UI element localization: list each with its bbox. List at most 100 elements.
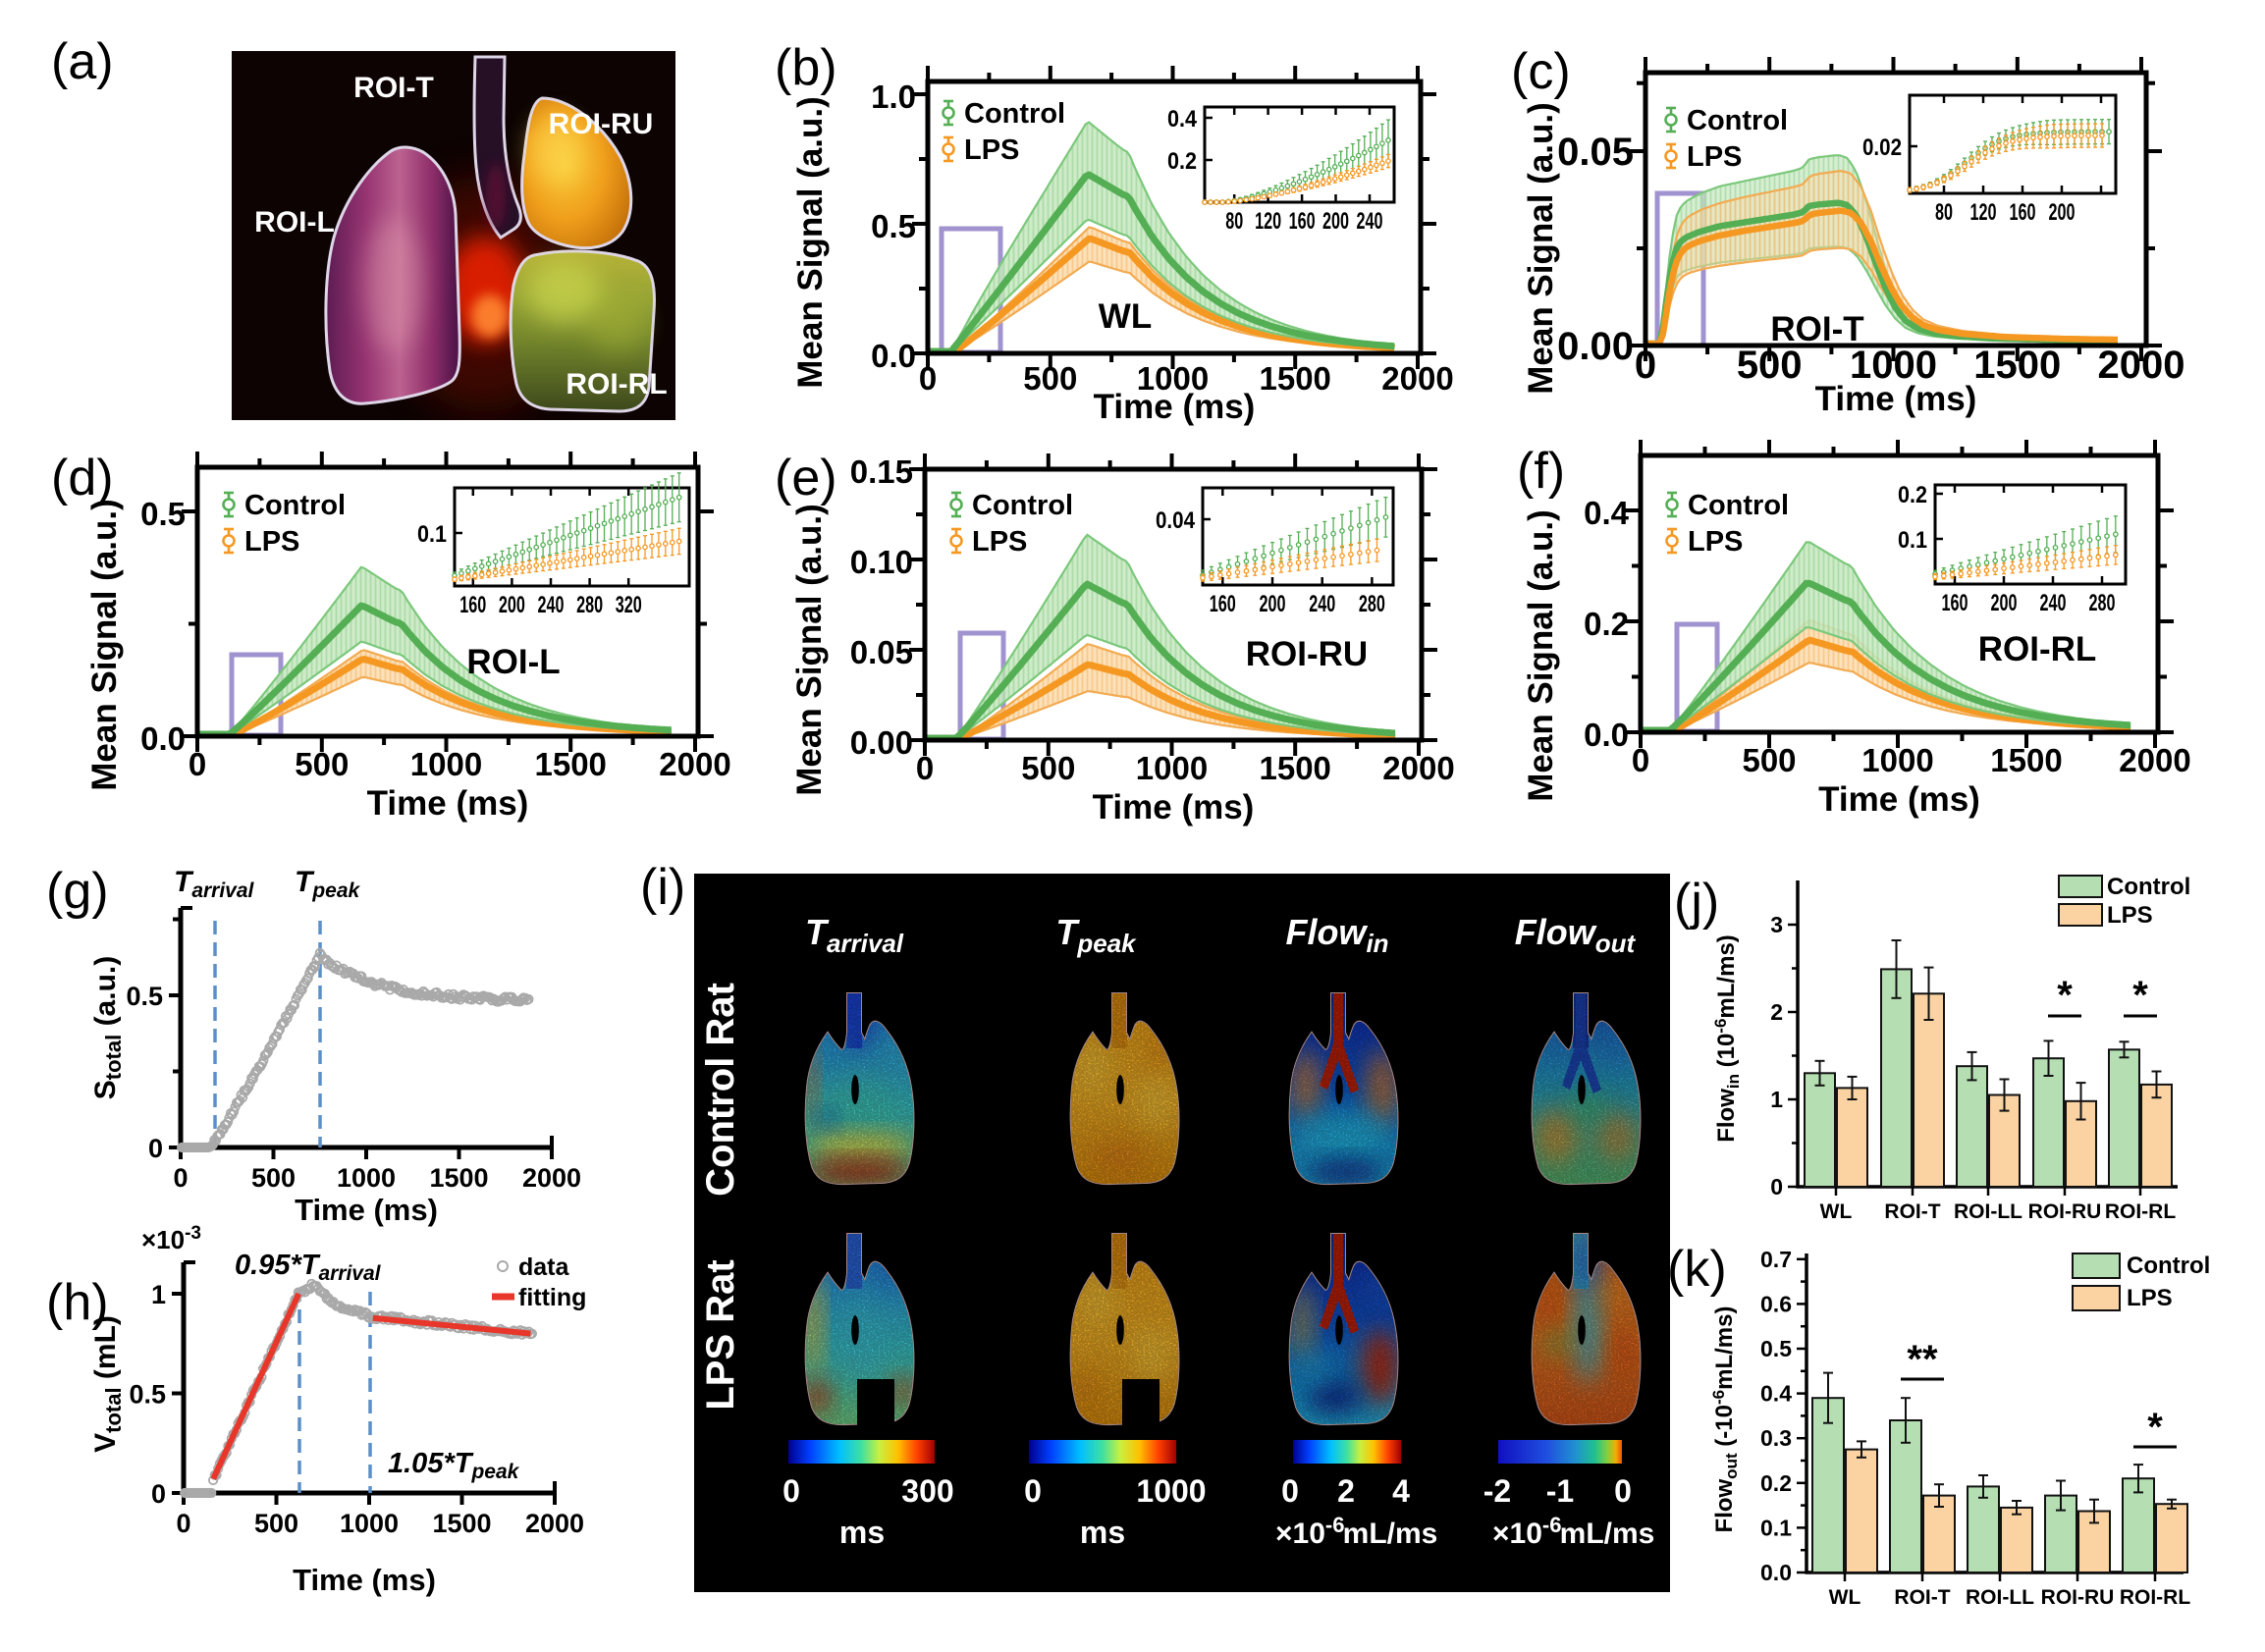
svg-text:Time (ms): Time (ms) [1094, 388, 1256, 426]
svg-text:(b): (b) [775, 39, 837, 96]
svg-text:ROI-T: ROI-T [1770, 310, 1863, 348]
svg-text:(i): (i) [640, 859, 685, 916]
svg-text:LPS: LPS [1688, 526, 1743, 558]
svg-text:Time (ms): Time (ms) [293, 1563, 436, 1597]
svg-text:0.7: 0.7 [1760, 1247, 1792, 1272]
svg-text:fitting: fitting [518, 1284, 586, 1311]
svg-text:0.5: 0.5 [871, 208, 916, 244]
svg-text:0.2: 0.2 [1898, 482, 1927, 508]
svg-text:1000: 1000 [1850, 344, 1937, 387]
svg-text:LPS Rat: LPS Rat [699, 1259, 742, 1410]
svg-text:3: 3 [1770, 912, 1783, 937]
svg-text:0.2: 0.2 [1584, 606, 1629, 642]
svg-text:1500: 1500 [1259, 360, 1330, 397]
svg-text:300: 300 [901, 1473, 953, 1509]
svg-text:0: 0 [151, 1479, 166, 1509]
svg-text:0.2: 0.2 [1760, 1470, 1792, 1496]
svg-text:(c): (c) [1511, 43, 1571, 100]
svg-text:1500: 1500 [1973, 344, 2061, 387]
svg-text:ROI-RL: ROI-RL [2105, 1200, 2176, 1223]
svg-text:0.1: 0.1 [1898, 527, 1927, 554]
svg-text:160: 160 [2010, 199, 2036, 226]
svg-text:0.15: 0.15 [850, 453, 913, 490]
svg-text:0.4: 0.4 [1167, 106, 1198, 133]
svg-text:2000: 2000 [1382, 750, 1454, 786]
svg-text:ROI-RU: ROI-RU [2041, 1586, 2115, 1609]
svg-text:500: 500 [254, 1509, 298, 1538]
svg-text:1500: 1500 [1259, 750, 1330, 786]
svg-text:(h): (h) [46, 1274, 109, 1331]
svg-text:ROI-T: ROI-T [1884, 1200, 1940, 1223]
svg-text:Control: Control [2107, 874, 2190, 900]
svg-text:ms: ms [839, 1515, 885, 1550]
svg-text:0: 0 [782, 1473, 800, 1509]
svg-text:LPS: LPS [964, 134, 1019, 166]
svg-text:LPS: LPS [2127, 1285, 2173, 1311]
svg-text:80: 80 [1935, 199, 1953, 226]
svg-text:240: 240 [2040, 590, 2067, 616]
svg-text:0: 0 [919, 360, 937, 397]
svg-text:0: 0 [176, 1509, 190, 1538]
svg-text:ROI-RL: ROI-RL [1978, 630, 2097, 668]
svg-text:Control: Control [2127, 1252, 2210, 1279]
svg-text:2000: 2000 [2098, 344, 2185, 387]
svg-text:*: * [2057, 974, 2073, 1017]
svg-text:ROI-LL: ROI-LL [1954, 1200, 2022, 1223]
svg-text:Mean Signal (a.u.): Mean Signal (a.u.) [790, 504, 829, 796]
svg-text:200: 200 [2049, 199, 2076, 226]
svg-text:0.4: 0.4 [1760, 1381, 1792, 1407]
svg-text:200: 200 [499, 592, 525, 618]
svg-text:0.0: 0.0 [140, 720, 186, 757]
svg-text:Mean Signal (a.u.): Mean Signal (a.u.) [791, 96, 830, 389]
svg-text:ROI-RL: ROI-RL [2120, 1586, 2190, 1609]
svg-text:240: 240 [538, 592, 565, 618]
svg-text:240: 240 [1357, 208, 1383, 235]
svg-text:ROI-T: ROI-T [353, 72, 434, 104]
svg-text:1500: 1500 [429, 1163, 488, 1193]
svg-text:mL/ms: mL/ms [1560, 1518, 1655, 1550]
svg-text:500: 500 [1023, 360, 1077, 397]
svg-text:4: 4 [1392, 1473, 1410, 1509]
svg-text:2000: 2000 [522, 1163, 581, 1193]
svg-text:160: 160 [459, 592, 486, 618]
svg-text:Time (ms): Time (ms) [367, 784, 529, 823]
svg-text:Control: Control [1687, 105, 1788, 136]
svg-text:1500: 1500 [534, 746, 606, 782]
svg-text:WL: WL [1829, 1586, 1861, 1609]
svg-text:Mean Signal (a.u.): Mean Signal (a.u.) [1522, 509, 1560, 802]
svg-text:280: 280 [576, 592, 603, 618]
svg-text:0: 0 [1770, 1174, 1783, 1199]
svg-text:(a): (a) [51, 33, 114, 90]
svg-text:0: 0 [1614, 1473, 1632, 1509]
svg-text:1000: 1000 [1861, 742, 1933, 778]
svg-text:0.5: 0.5 [1760, 1336, 1792, 1361]
svg-text:**: ** [1907, 1338, 1938, 1381]
svg-text:Control: Control [244, 490, 346, 521]
svg-text:1000: 1000 [1137, 360, 1209, 397]
svg-text:Control: Control [964, 98, 1065, 130]
svg-text:0.4: 0.4 [1584, 495, 1630, 531]
svg-text:80: 80 [1225, 208, 1243, 235]
svg-text:0.1: 0.1 [1760, 1515, 1792, 1540]
svg-text:1000: 1000 [1136, 750, 1208, 786]
svg-text:ROI-RU: ROI-RU [2028, 1200, 2102, 1223]
svg-text:-1: -1 [1546, 1473, 1574, 1509]
svg-text:0.0: 0.0 [1760, 1560, 1792, 1585]
svg-text:Mean Signal (a.u.): Mean Signal (a.u.) [1522, 102, 1560, 395]
svg-text:0: 0 [173, 1163, 188, 1193]
svg-text:data: data [518, 1253, 570, 1281]
svg-text:Control: Control [1688, 490, 1789, 521]
svg-text:0: 0 [1024, 1473, 1042, 1509]
svg-text:ROI-LL: ROI-LL [1966, 1586, 2034, 1609]
svg-text:0.05: 0.05 [1557, 131, 1634, 174]
svg-text:1.0: 1.0 [871, 79, 916, 115]
svg-text:0.3: 0.3 [1760, 1425, 1792, 1451]
svg-text:200: 200 [1260, 591, 1286, 617]
svg-text:Control: Control [972, 490, 1073, 521]
svg-text:LPS: LPS [972, 526, 1027, 558]
svg-text:200: 200 [1991, 590, 2018, 616]
svg-text:0: 0 [1632, 742, 1649, 778]
svg-text:0.10: 0.10 [850, 544, 913, 580]
svg-text:240: 240 [1309, 591, 1335, 617]
svg-text:mL/ms: mL/ms [1343, 1518, 1438, 1550]
